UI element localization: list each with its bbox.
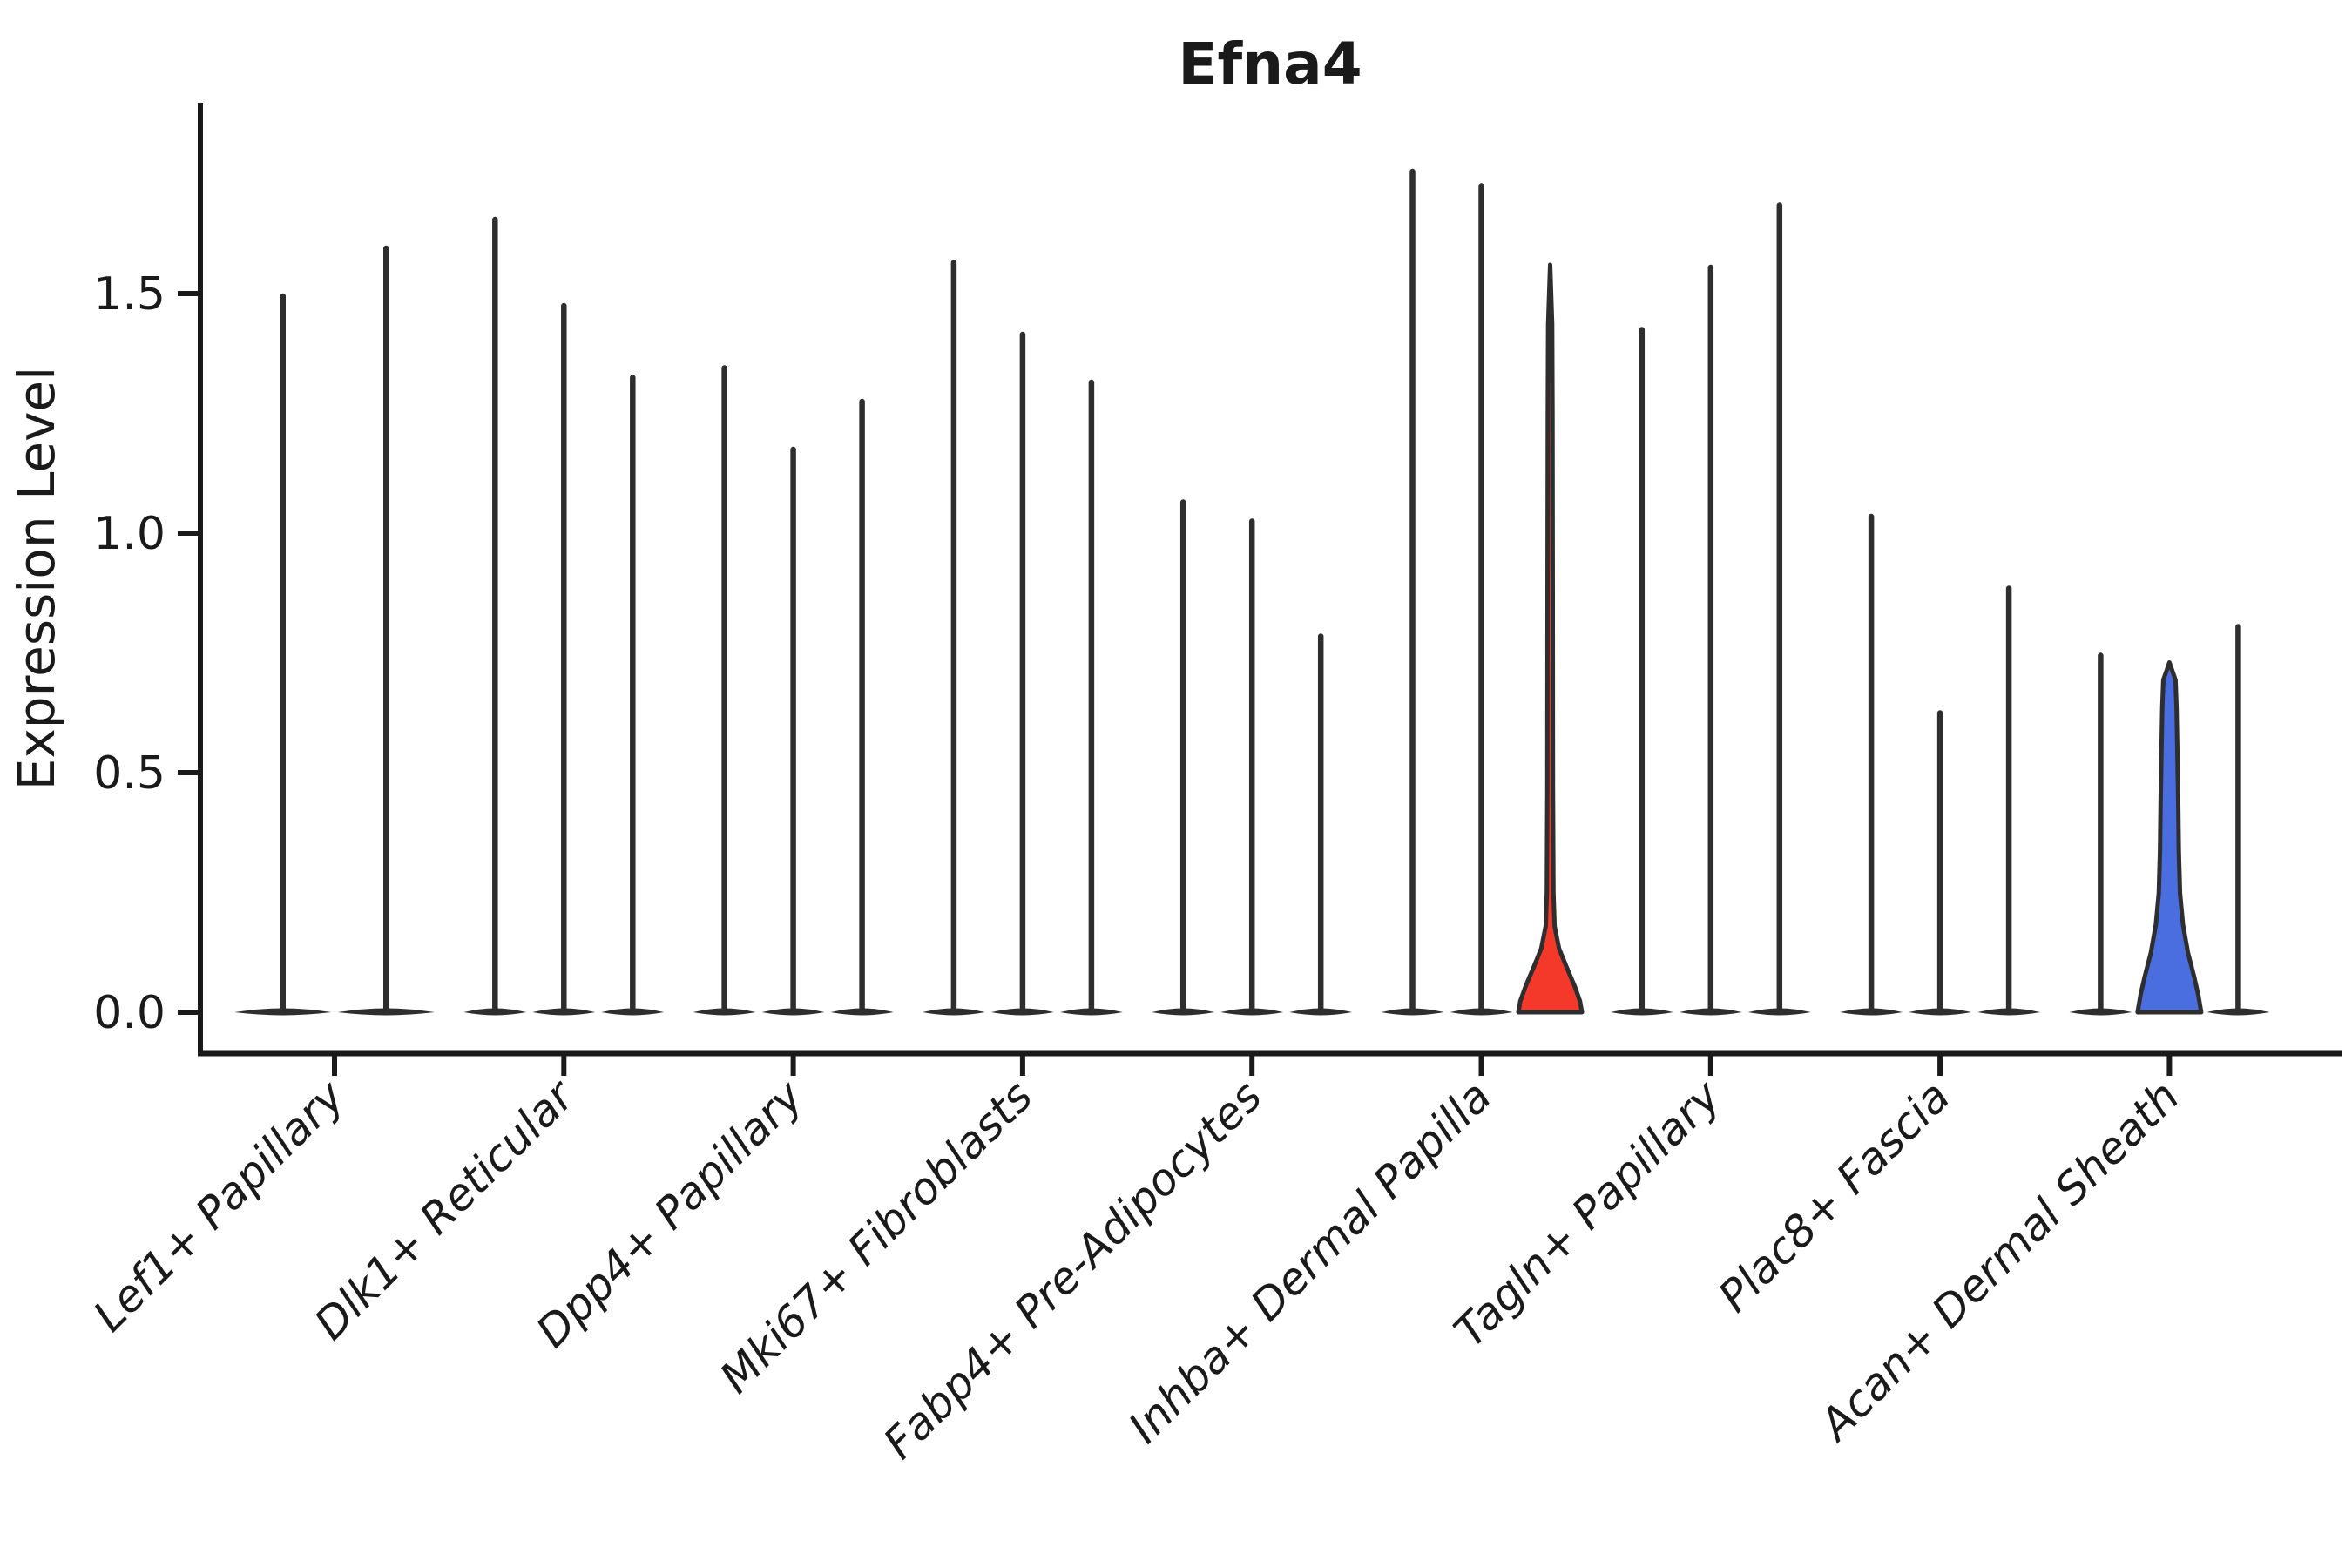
y-tick-label: 0.5 (93, 747, 166, 800)
y-tick-label: 1.5 (93, 268, 166, 321)
axes-layer (178, 103, 2342, 1076)
y-axis-title: Expression Level (7, 367, 66, 790)
highlighted-violin-red (1516, 262, 1585, 1015)
x-tick-label: Inhba+ Dermal Papilla (1119, 1071, 1501, 1452)
highlighted-violin-blue (2135, 660, 2204, 1015)
x-tick-label: Acan+ Dermal Sheath (1808, 1071, 2189, 1451)
y-tick-label: 0.0 (93, 987, 166, 1039)
y-tick-label: 1.0 (93, 508, 166, 560)
x-tick-label: Plac8+ Fascia (1709, 1071, 1960, 1321)
chart-title: Efna4 (1178, 30, 1362, 98)
violins-layer (234, 168, 2270, 1016)
x-tick-label: Lef1+ Papillary (84, 1070, 355, 1341)
x-tick-label: Fabp4+ Pre-Adipocytes (874, 1071, 1272, 1469)
